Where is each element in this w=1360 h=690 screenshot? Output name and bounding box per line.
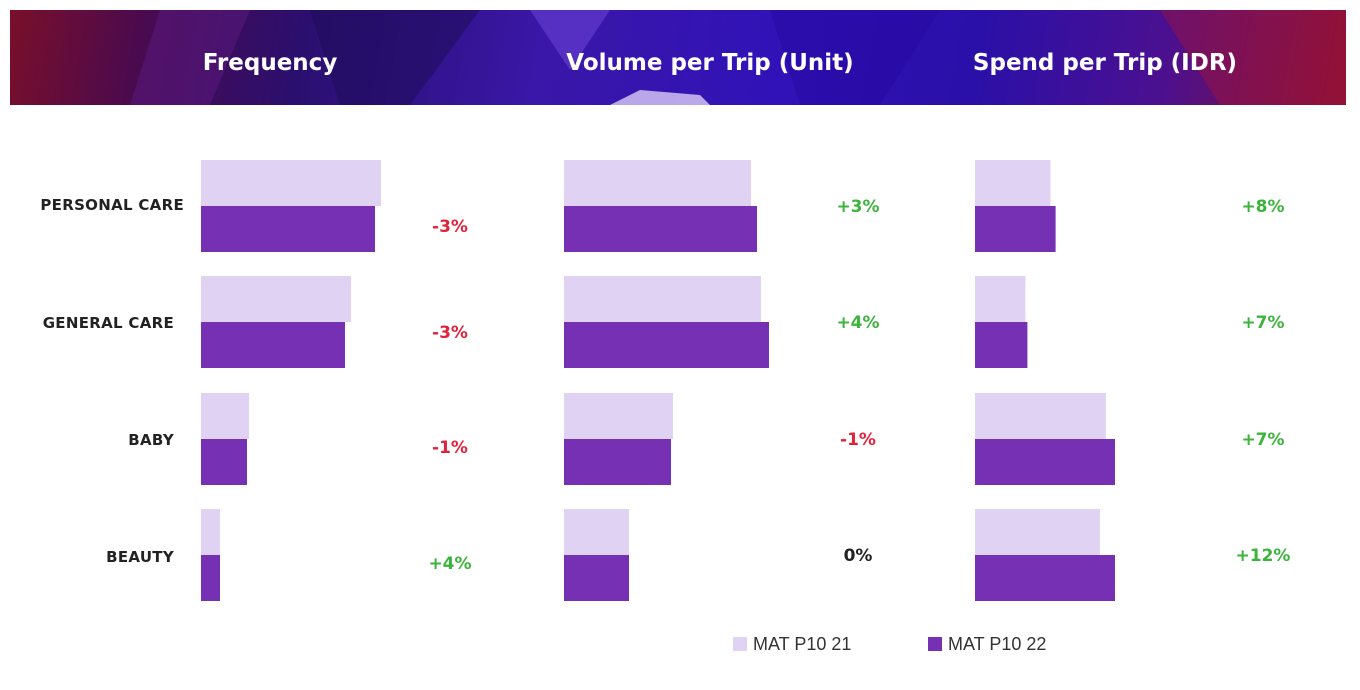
bar-spend-baby-prev	[975, 393, 1106, 439]
legend-item-prev: MAT P10 21	[733, 632, 851, 656]
bar-volume-baby-prev	[564, 393, 673, 439]
change-label-volume-personal-care: +3%	[836, 197, 879, 217]
change-label-spend-beauty: +12%	[1236, 546, 1291, 566]
title-frequency: Frequency	[202, 50, 338, 76]
bar-frequency-general-care-prev	[201, 276, 351, 322]
bar-spend-personal-care-curr	[975, 206, 1056, 252]
row-label-baby: BABY	[128, 431, 174, 449]
bar-frequency-baby-prev	[201, 393, 249, 439]
bar-volume-beauty-curr	[564, 555, 629, 601]
legend-swatch-curr	[928, 637, 942, 651]
bar-frequency-general-care-curr	[201, 322, 345, 368]
bar-volume-personal-care-prev	[564, 160, 751, 206]
header-banner: Frequency Volume per Trip (Unit) Spend p…	[10, 10, 1346, 105]
legend-item-curr: MAT P10 22	[928, 632, 1046, 656]
change-label-volume-baby: -1%	[840, 430, 876, 450]
bar-volume-beauty-prev	[564, 509, 629, 555]
row-label-general-care: GENERAL CARE	[42, 314, 174, 332]
bar-volume-general-care-curr	[564, 322, 769, 368]
bar-spend-general-care-prev	[975, 276, 1026, 322]
change-label-frequency-personal-care: -3%	[432, 217, 468, 237]
row-label-beauty: BEAUTY	[106, 548, 174, 566]
title-volume-per-trip: Volume per Trip (Unit)	[566, 50, 854, 76]
legend-label-prev: MAT P10 21	[753, 634, 852, 654]
bar-spend-beauty-curr	[975, 555, 1115, 601]
bar-frequency-beauty-curr	[201, 555, 220, 601]
change-label-frequency-beauty: +4%	[428, 554, 471, 574]
bar-volume-personal-care-curr	[564, 206, 757, 252]
change-label-spend-general-care: +7%	[1241, 313, 1284, 333]
bar-spend-general-care-curr	[975, 322, 1028, 368]
legend-label-curr: MAT P10 22	[948, 634, 1047, 654]
change-label-volume-beauty: 0%	[844, 546, 873, 566]
change-label-frequency-general-care: -3%	[432, 323, 468, 343]
change-label-spend-personal-care: +8%	[1241, 197, 1284, 217]
row-label-personal-care: PERSONAL CARE	[40, 196, 184, 214]
change-label-frequency-baby: -1%	[432, 438, 468, 458]
title-spend-per-trip: Spend per Trip (IDR)	[972, 50, 1238, 76]
bar-spend-personal-care-prev	[975, 160, 1051, 206]
bar-frequency-personal-care-curr	[201, 206, 375, 252]
bar-frequency-personal-care-prev	[201, 160, 381, 206]
legend-swatch-prev	[733, 637, 747, 651]
bar-volume-general-care-prev	[564, 276, 761, 322]
bar-frequency-baby-curr	[201, 439, 247, 485]
bar-spend-beauty-prev	[975, 509, 1100, 555]
bar-spend-baby-curr	[975, 439, 1115, 485]
change-label-volume-general-care: +4%	[836, 313, 879, 333]
banner-decoration	[130, 10, 1346, 105]
bar-volume-baby-curr	[564, 439, 671, 485]
bar-frequency-beauty-prev	[201, 509, 220, 555]
change-label-spend-baby: +7%	[1241, 430, 1284, 450]
